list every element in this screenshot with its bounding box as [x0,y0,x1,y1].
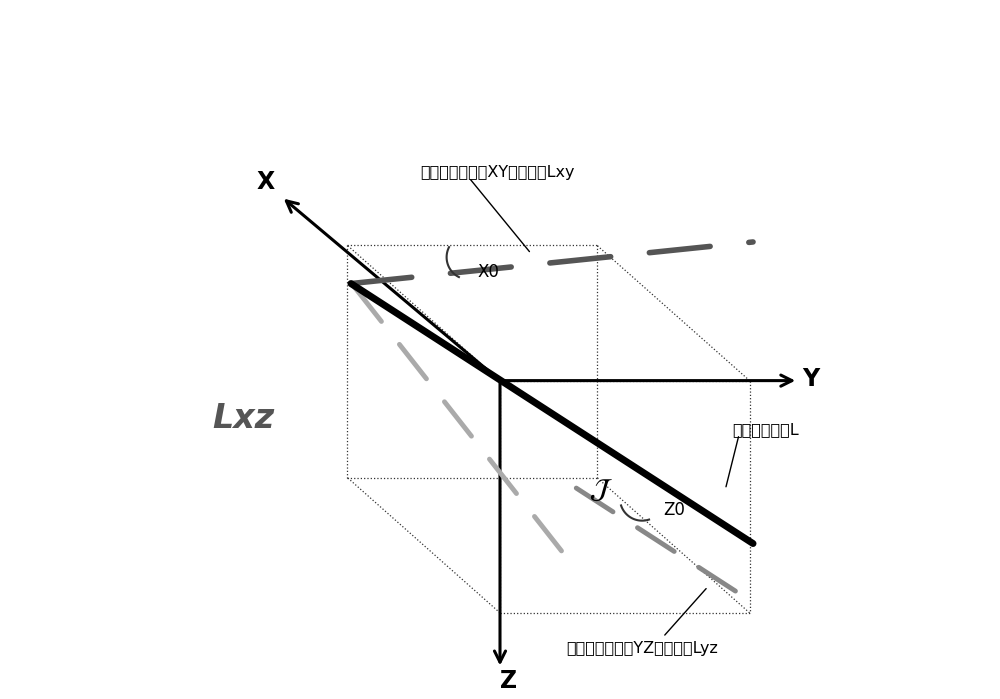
Text: X0: X0 [477,263,499,281]
Text: $\mathcal{J}$: $\mathcal{J}$ [589,475,612,503]
Text: Lxz: Lxz [212,402,275,435]
Text: 惯导棱镜棱线L: 惯导棱镜棱线L [732,421,799,437]
Text: Z: Z [500,669,517,693]
Text: Y: Y [802,366,819,391]
Text: 惯导棱镜棱线在YZ平面投影Lyz: 惯导棱镜棱线在YZ平面投影Lyz [566,642,718,656]
Text: 惯导棱镜棱线在XY平面投影Lxy: 惯导棱镜棱线在XY平面投影Lxy [420,165,575,180]
Text: X: X [257,170,275,194]
Text: Z0: Z0 [663,501,685,519]
